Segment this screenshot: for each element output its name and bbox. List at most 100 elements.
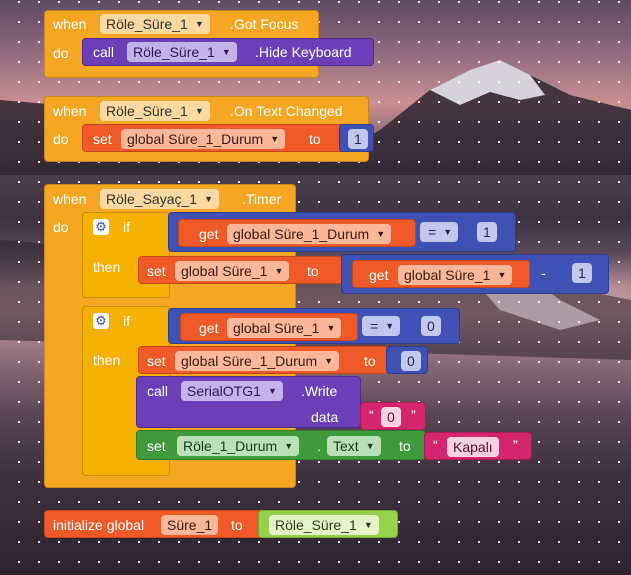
- initialize-label: initialize global: [53, 517, 145, 533]
- chevron-down-icon: ▼: [365, 441, 375, 451]
- chevron-down-icon: ▼: [324, 356, 334, 366]
- get-variable-block[interactable]: get global Süre_1 ▼: [180, 313, 358, 341]
- component-ref-block[interactable]: Röle_Süre_1 ▼: [258, 510, 398, 538]
- text-string-block[interactable]: “ Kapalı ”: [424, 432, 532, 460]
- to-label: to: [399, 438, 411, 454]
- variable-dropdown[interactable]: global Süre_1_Durum ▼: [175, 351, 340, 371]
- variable-name: global Süre_1_Durum: [181, 353, 318, 369]
- property-name: Text: [333, 438, 359, 454]
- chevron-down-icon: ▼: [443, 227, 453, 237]
- quote-close-icon: ”: [513, 437, 518, 453]
- get-label: get: [199, 320, 219, 336]
- set-label: set: [93, 131, 112, 147]
- when-label: when: [53, 16, 87, 32]
- chevron-down-icon: ▼: [363, 520, 373, 530]
- gear-icon[interactable]: ⚙: [93, 313, 109, 329]
- operator-dropdown[interactable]: = ▼: [362, 316, 401, 336]
- number-value[interactable]: 1: [477, 222, 497, 242]
- call-component-dropdown[interactable]: SerialOTG1 ▼: [181, 381, 283, 401]
- serial-write-call-block[interactable]: call SerialOTG1 ▼ .Write data: [136, 376, 361, 428]
- string-value[interactable]: Kapalı: [447, 437, 499, 457]
- text-string-block[interactable]: “ 0 ”: [360, 402, 426, 430]
- chevron-down-icon: ▼: [284, 441, 294, 451]
- event-name: .On Text Changed: [230, 103, 343, 119]
- variable-name: global Süre_1: [404, 267, 491, 283]
- variable-name: Süre_1: [167, 517, 213, 533]
- component-ref-dropdown[interactable]: Röle_Süre_1 ▼: [269, 515, 379, 535]
- number-value[interactable]: 0: [421, 316, 441, 336]
- to-label: to: [364, 353, 376, 369]
- number-value[interactable]: 1: [572, 263, 592, 283]
- hide-keyboard-call-block[interactable]: call Röle_Süre_1 ▼ .Hide Keyboard: [82, 38, 374, 66]
- to-label: to: [309, 131, 321, 147]
- call-component-name: Röle_Süre_1: [133, 44, 215, 60]
- variable-dropdown[interactable]: global Süre_1_Durum ▼: [227, 224, 392, 244]
- variable-name: global Süre_1: [233, 320, 320, 336]
- property-component-name: Röle_1_Durum: [183, 438, 278, 454]
- property-component-dropdown[interactable]: Röle_1_Durum ▼: [177, 436, 300, 456]
- set-variable-block[interactable]: set global Süre_1_Durum ▼ to: [138, 346, 388, 374]
- initialize-global-block[interactable]: initialize global Süre_1 to: [44, 510, 270, 538]
- then-label: then: [93, 352, 121, 368]
- set-label: set: [147, 353, 166, 369]
- do-label: do: [53, 131, 69, 147]
- string-value[interactable]: 0: [381, 407, 401, 427]
- to-label: to: [231, 517, 243, 533]
- operator-dropdown[interactable]: = ▼: [420, 222, 459, 242]
- call-component-dropdown[interactable]: Röle_Süre_1 ▼: [127, 42, 237, 62]
- number-block[interactable]: 0: [386, 346, 428, 374]
- set-variable-block[interactable]: set global Süre_1_Durum ▼ to: [82, 124, 374, 152]
- if-label: if: [123, 313, 130, 329]
- chevron-down-icon: ▼: [221, 47, 231, 57]
- component-dropdown[interactable]: Röle_Süre_1 ▼: [100, 14, 210, 34]
- set-variable-block[interactable]: set global Süre_1 ▼ to: [138, 256, 343, 284]
- if-label: if: [123, 219, 130, 235]
- chevron-down-icon: ▼: [194, 106, 204, 116]
- set-label: set: [147, 438, 166, 454]
- variable-name: global Süre_1: [181, 263, 268, 279]
- variable-dropdown[interactable]: global Süre_1 ▼: [398, 265, 513, 285]
- when-label: when: [53, 191, 87, 207]
- chevron-down-icon: ▼: [385, 321, 395, 331]
- minus-operator: -: [541, 265, 546, 281]
- get-variable-block[interactable]: get global Süre_1 ▼: [352, 260, 530, 288]
- chevron-down-icon: ▼: [326, 323, 336, 333]
- component-dropdown[interactable]: Röle_Sayaç_1 ▼: [100, 189, 220, 209]
- component-name: Röle_Süre_1: [106, 103, 188, 119]
- number-value[interactable]: 1: [348, 129, 368, 149]
- get-label: get: [199, 226, 219, 242]
- set-property-block[interactable]: set Röle_1_Durum ▼ . Text ▼ to: [136, 430, 426, 460]
- variable-dropdown[interactable]: global Süre_1 ▼: [175, 261, 290, 281]
- event-name: .Timer: [242, 191, 282, 207]
- variable-dropdown[interactable]: global Süre_1_Durum ▼: [121, 129, 286, 149]
- component-ref-name: Röle_Süre_1: [275, 517, 357, 533]
- do-label: do: [53, 219, 69, 235]
- variable-dropdown[interactable]: global Süre_1 ▼: [227, 318, 342, 338]
- get-label: get: [369, 267, 389, 283]
- operator: =: [428, 224, 437, 240]
- chevron-down-icon: ▼: [274, 266, 284, 276]
- variable-name: global Süre_1_Durum: [127, 131, 264, 147]
- set-label: set: [147, 263, 166, 279]
- variable-name-field[interactable]: Süre_1: [161, 515, 219, 535]
- variable-name: global Süre_1_Durum: [233, 226, 370, 242]
- chevron-down-icon: ▼: [376, 229, 386, 239]
- component-name: Röle_Süre_1: [106, 16, 188, 32]
- number-block[interactable]: 1: [339, 124, 374, 152]
- call-label: call: [93, 44, 115, 60]
- operator: =: [370, 318, 379, 334]
- number-value[interactable]: 0: [401, 351, 421, 371]
- component-dropdown[interactable]: Röle_Süre_1 ▼: [100, 101, 210, 121]
- event-name: .Got Focus: [230, 16, 299, 32]
- chevron-down-icon: ▼: [204, 194, 214, 204]
- component-name: Röle_Sayaç_1: [106, 191, 198, 207]
- quote-open-icon: “: [433, 437, 438, 453]
- if-block-1[interactable]: ⚙ if then: [82, 212, 170, 298]
- method-name: .Write: [301, 383, 338, 399]
- gear-icon[interactable]: ⚙: [93, 219, 109, 235]
- dot-separator: .: [317, 438, 321, 454]
- chevron-down-icon: ▼: [268, 386, 277, 396]
- method-name: .Hide Keyboard: [255, 44, 352, 60]
- get-variable-block[interactable]: get global Süre_1_Durum ▼: [178, 219, 416, 247]
- property-dropdown[interactable]: Text ▼: [327, 436, 381, 456]
